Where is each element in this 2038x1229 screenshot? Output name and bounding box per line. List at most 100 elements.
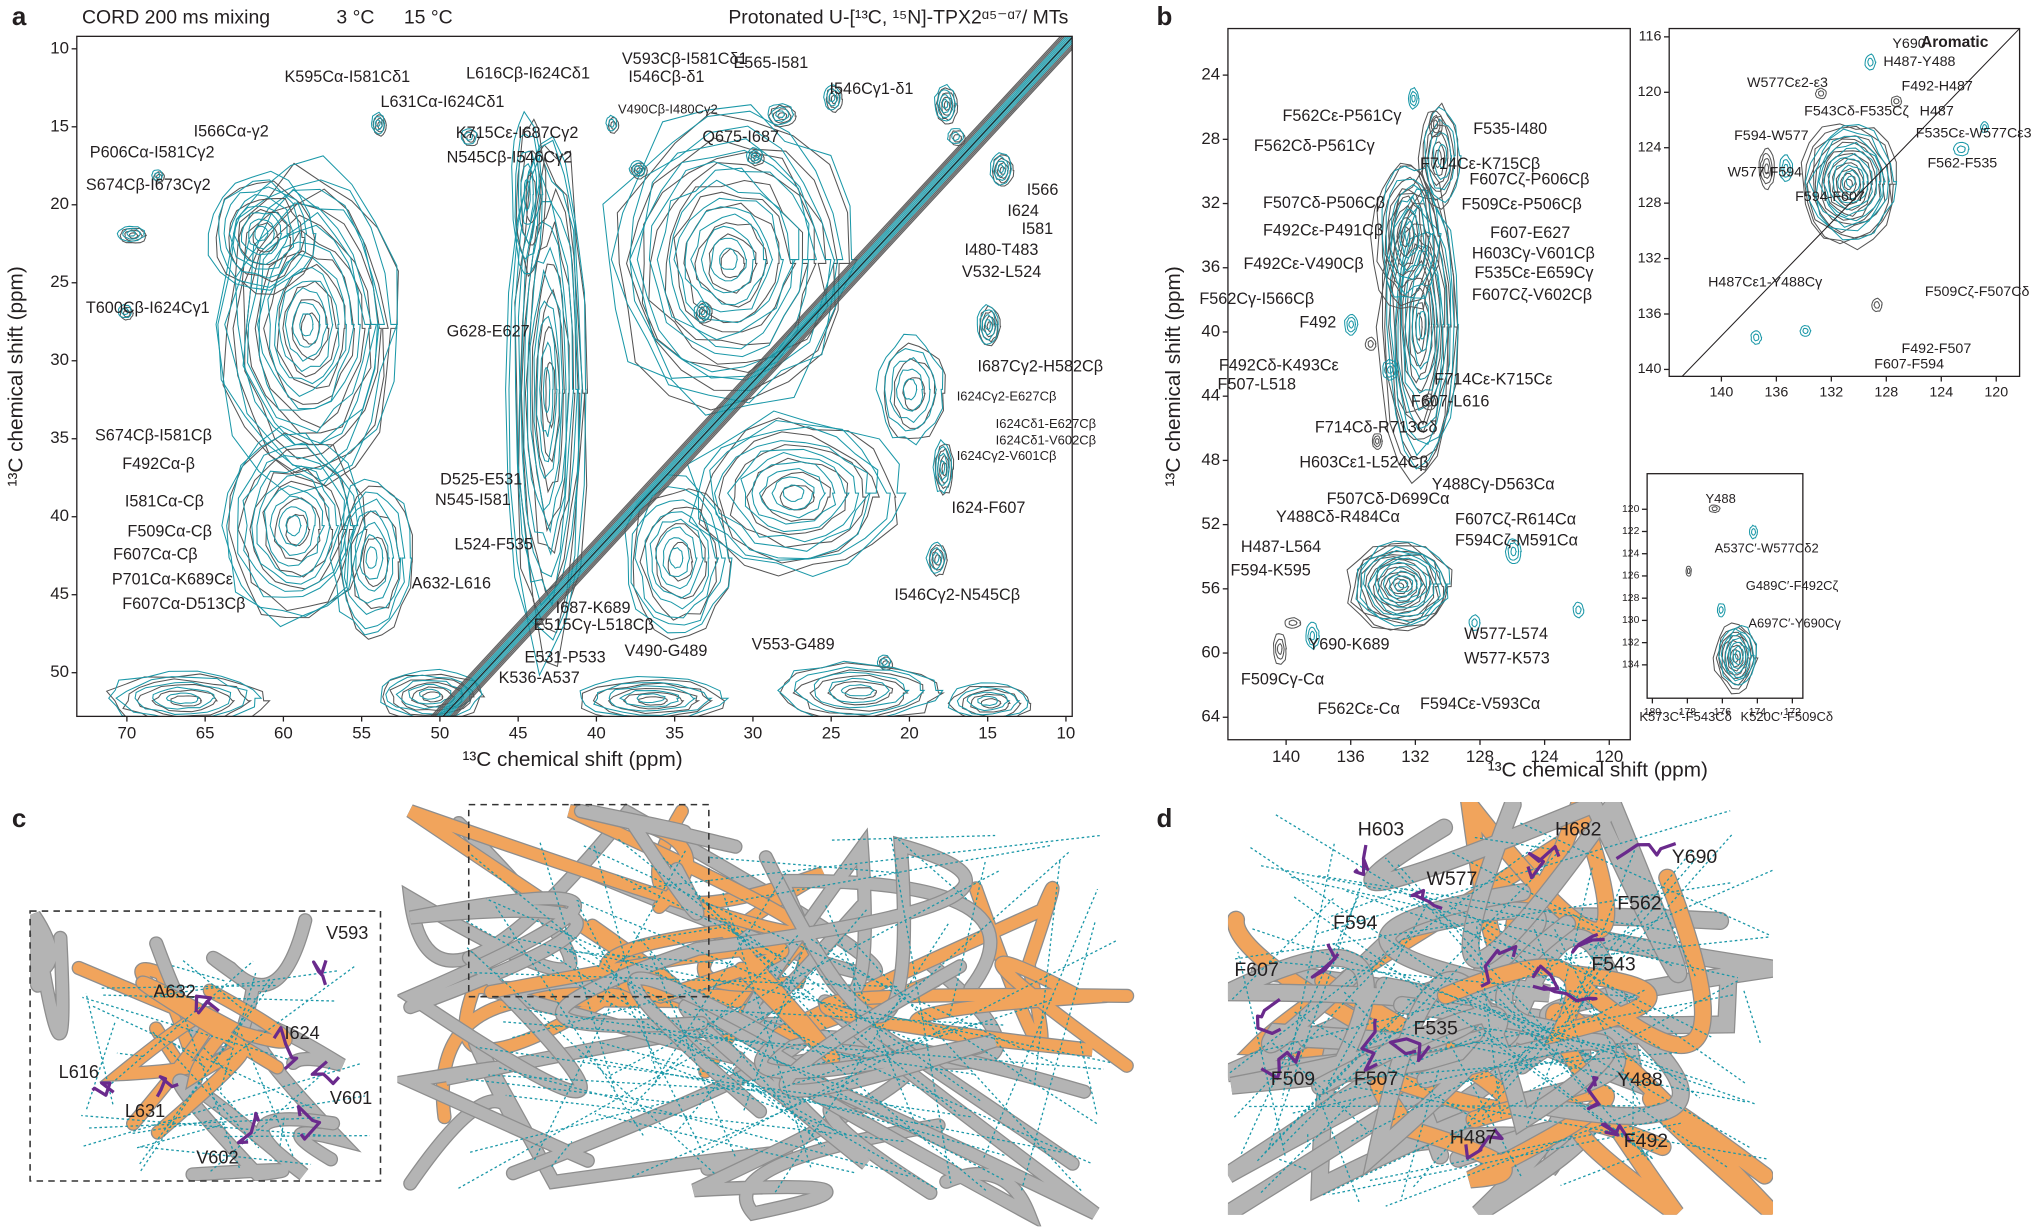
peak-label: F594-F607: [1795, 189, 1865, 205]
side-chain: [1260, 1050, 1301, 1080]
contour: [1468, 614, 1481, 631]
contour: [952, 134, 963, 143]
contour: [1276, 643, 1283, 656]
contour: [1274, 638, 1285, 660]
contour: [828, 677, 890, 704]
peak-label: V553-G489: [752, 635, 835, 653]
contour: [1864, 53, 1877, 71]
x-tick-label: 120: [1984, 384, 2008, 400]
contact-line: [1275, 814, 1661, 1049]
contour: [937, 452, 948, 482]
contour: [710, 237, 748, 282]
contour: [655, 526, 698, 590]
ribbon: [1438, 869, 1711, 1053]
contour: [895, 368, 924, 412]
contour: [1427, 130, 1449, 187]
contact-line: [831, 834, 996, 841]
contour: [1814, 141, 1881, 226]
contour: [520, 201, 575, 578]
x-tick-label: 40: [587, 724, 606, 743]
contour: [1431, 141, 1446, 177]
peak-label: G628-E627: [447, 323, 530, 341]
contour: [616, 112, 850, 411]
contour: [607, 687, 701, 715]
contact-line: [564, 948, 1004, 1181]
contour: [1781, 159, 1791, 178]
contact-line: [1237, 951, 1286, 1156]
ribbon: [398, 892, 587, 1098]
y-tick-label: 130: [1622, 615, 1640, 626]
peak-label: I624: [1007, 202, 1039, 220]
contour: [751, 461, 837, 525]
contact-line: [1232, 968, 1377, 1119]
contact-line: [1481, 834, 1733, 1117]
spectrum-b-contours: [1272, 86, 1585, 665]
contour: [699, 307, 706, 316]
contour: [1359, 546, 1447, 624]
contour: [875, 333, 944, 446]
contact-line: [184, 1019, 240, 1169]
y-tick-label: 25: [50, 272, 69, 291]
contour: [966, 691, 1011, 712]
x-tick-label: 136: [1764, 384, 1788, 400]
contact-line: [494, 905, 644, 1136]
contour: [1346, 316, 1357, 333]
peak-label: H603Cγ-V601Cβ: [1472, 245, 1595, 263]
contour: [947, 682, 1029, 717]
contour: [970, 693, 1011, 713]
contour: [713, 440, 871, 552]
contact-line: [99, 984, 276, 989]
contour: [136, 683, 236, 717]
diagonal-ridge: [453, 48, 1073, 717]
contour: [1346, 545, 1453, 632]
ribbon: [485, 924, 840, 1065]
contour: [995, 160, 1007, 178]
peak-label: Y690: [1892, 36, 1925, 52]
side-chain: [1526, 844, 1561, 880]
contact-line: [1291, 876, 1738, 979]
peak-label: H487: [1450, 1126, 1497, 1148]
contact-line: [92, 1005, 313, 1109]
diagonal-ridge: [432, 36, 1063, 717]
contour: [889, 357, 931, 424]
contact-line: [81, 1114, 321, 1136]
contour: [527, 246, 567, 534]
y-tick-label: 52: [1201, 514, 1220, 533]
contour: [946, 128, 965, 144]
peak-label: I687Cγ2-H582Cβ: [977, 358, 1103, 376]
peak-label: I624Cγ2-E627Cβ: [957, 389, 1057, 404]
ribbon: [30, 911, 69, 1039]
peak-label: F594: [1333, 912, 1378, 934]
contact-line: [694, 892, 810, 1001]
contact-line: [1233, 882, 1731, 960]
contour: [932, 438, 953, 495]
contour: [718, 431, 880, 564]
contour: [1720, 627, 1755, 682]
y-tick-label: 132: [1638, 250, 1662, 266]
contour: [1386, 365, 1394, 374]
contour: [984, 319, 991, 331]
peak-label: T600Cβ-I624Cγ1: [86, 299, 210, 317]
contour: [134, 681, 232, 715]
contour: [291, 301, 321, 348]
x-tick-label: 128: [1466, 747, 1494, 766]
zoom-box: [467, 803, 710, 998]
contour: [939, 459, 946, 476]
contour: [505, 135, 587, 677]
contour: [636, 693, 666, 704]
contour: [618, 690, 680, 708]
contact-line: [1229, 931, 1414, 1074]
contour: [902, 378, 918, 401]
x-tick-label: 180: [1644, 707, 1662, 718]
contact-line: [1474, 836, 1573, 854]
contour: [1845, 175, 1856, 189]
contour: [523, 221, 570, 556]
contour: [1762, 158, 1772, 180]
contour: [1729, 641, 1747, 669]
peak-label: Q675-I687: [702, 128, 779, 146]
contour: [1718, 624, 1758, 686]
side-chain: [1531, 964, 1560, 991]
contour: [1423, 106, 1462, 204]
contour: [729, 444, 867, 548]
contour: [697, 419, 891, 561]
